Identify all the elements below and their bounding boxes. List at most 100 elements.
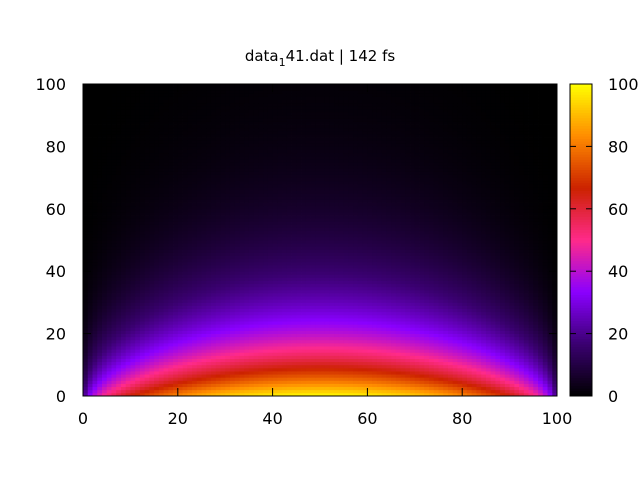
heatmap-cell <box>258 261 264 266</box>
heatmap-cell <box>111 286 117 291</box>
heatmap-cell <box>291 243 297 247</box>
heatmap-cell <box>83 240 89 244</box>
heatmap-cell <box>338 374 345 378</box>
heatmap-cell <box>120 277 127 281</box>
heatmap-cell <box>343 296 349 300</box>
heatmap-cell <box>381 311 387 316</box>
heatmap-cell <box>533 327 539 331</box>
heatmap-cell <box>130 305 136 310</box>
heatmap-cell <box>353 342 359 347</box>
heatmap-cell <box>272 255 278 260</box>
heatmap-cell <box>168 240 174 244</box>
heatmap-cell <box>158 308 164 313</box>
heatmap-cell <box>220 355 226 359</box>
heatmap-cell <box>253 258 259 263</box>
heatmap-cell <box>438 339 444 344</box>
heatmap-cell <box>92 305 98 310</box>
heatmap-cell <box>111 358 117 363</box>
heatmap-cell <box>391 342 397 347</box>
heatmap-cell <box>301 255 307 260</box>
heatmap-cell <box>158 374 164 378</box>
heatmap-cell <box>372 255 378 260</box>
heatmap-cell <box>83 324 89 328</box>
heatmap-cell <box>386 308 392 313</box>
heatmap-cell <box>438 296 444 300</box>
heatmap-cell <box>220 352 226 356</box>
heatmap-cell <box>362 374 368 378</box>
heatmap-cell <box>106 277 112 281</box>
heatmap-cell <box>83 299 89 303</box>
heatmap-cell <box>334 327 340 331</box>
heatmap-cell <box>485 296 492 300</box>
heatmap-cell <box>495 324 501 328</box>
heatmap-cell <box>452 324 458 328</box>
heatmap-cell <box>234 330 240 334</box>
heatmap-cell <box>277 349 283 353</box>
heatmap-cell <box>362 289 368 294</box>
heatmap-cell <box>210 374 217 378</box>
heatmap-cell <box>182 349 188 353</box>
heatmap-cell <box>452 302 458 306</box>
heatmap-cell <box>552 386 558 391</box>
heatmap-cell <box>220 380 226 384</box>
heatmap-cell <box>116 258 122 263</box>
heatmap-cell <box>334 296 340 300</box>
heatmap-cell <box>391 283 397 288</box>
heatmap-cell <box>433 342 439 347</box>
heatmap-cell <box>381 318 387 322</box>
heatmap-cell <box>248 289 255 294</box>
heatmap-cell <box>476 318 482 322</box>
heatmap-cell <box>509 299 515 303</box>
heatmap-cell <box>324 286 330 291</box>
heatmap-cell <box>476 243 482 247</box>
heatmap-cell <box>324 293 330 297</box>
heatmap-cell <box>149 274 155 278</box>
heatmap-cell <box>528 277 534 281</box>
heatmap-cell <box>509 249 515 253</box>
heatmap-cell <box>229 364 236 369</box>
heatmap-cell <box>509 252 515 256</box>
heatmap-cell <box>386 339 392 344</box>
heatmap-cell <box>215 289 221 294</box>
heatmap-cell <box>504 349 510 353</box>
heatmap-cell <box>490 314 496 319</box>
heatmap-cell <box>514 274 520 278</box>
heatmap-cell <box>542 305 548 310</box>
heatmap-cell <box>187 286 193 291</box>
heatmap-cell <box>329 308 335 313</box>
heatmap-cell <box>215 355 221 359</box>
heatmap-cell <box>452 336 458 341</box>
heatmap-cell <box>83 349 89 353</box>
heatmap-cell <box>139 389 146 394</box>
heatmap-cell <box>514 336 520 341</box>
heatmap-cell <box>296 255 302 260</box>
heatmap-cell <box>149 374 155 378</box>
heatmap-cell <box>215 299 221 303</box>
heatmap-cell <box>206 336 212 341</box>
heatmap-cell <box>116 386 122 391</box>
heatmap-cell <box>135 308 141 313</box>
heatmap-cell <box>101 243 108 247</box>
heatmap-cell <box>533 271 539 275</box>
heatmap-cell <box>490 374 496 378</box>
heatmap-cell <box>523 261 529 266</box>
heatmap-cell <box>263 352 269 356</box>
heatmap-cell <box>485 327 492 331</box>
heatmap-cell <box>405 280 411 285</box>
heatmap-cell <box>130 386 136 391</box>
heatmap-cell <box>305 296 311 300</box>
heatmap-cell <box>405 243 411 247</box>
heatmap-cell <box>92 311 98 316</box>
heatmap-cell <box>187 283 193 288</box>
heatmap-cell <box>192 318 198 322</box>
heatmap-cell <box>338 330 345 334</box>
heatmap-cell <box>106 367 112 372</box>
heatmap-cell <box>433 243 439 247</box>
heatmap-cell <box>523 346 529 350</box>
heatmap-cell <box>158 299 164 303</box>
heatmap-cell <box>538 289 544 294</box>
heatmap-cell <box>481 314 487 319</box>
heatmap-cell <box>286 261 292 266</box>
heatmap-cell <box>158 243 164 247</box>
heatmap-cell <box>400 367 406 372</box>
